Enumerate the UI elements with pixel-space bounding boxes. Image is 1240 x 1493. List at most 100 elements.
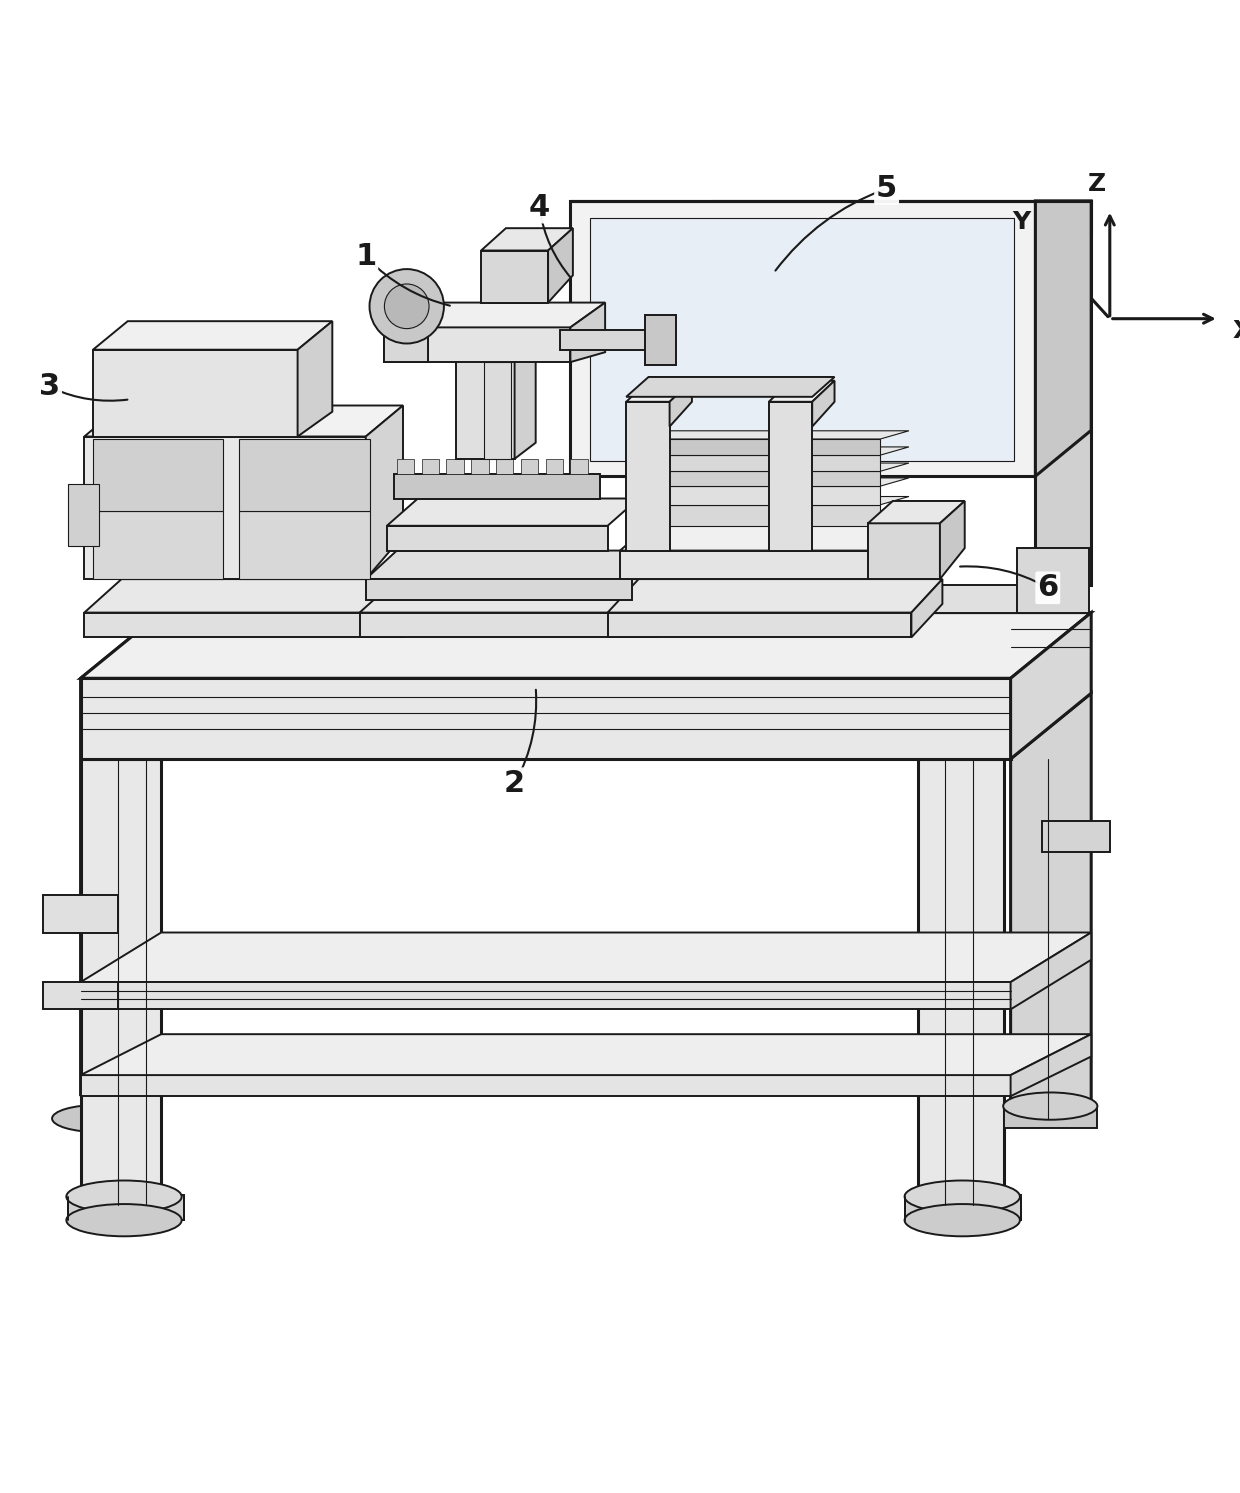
Polygon shape bbox=[570, 303, 605, 363]
Polygon shape bbox=[635, 446, 909, 455]
Polygon shape bbox=[84, 579, 440, 612]
Polygon shape bbox=[81, 1075, 1011, 1096]
Polygon shape bbox=[239, 439, 370, 511]
Ellipse shape bbox=[52, 1105, 146, 1132]
Polygon shape bbox=[1035, 202, 1091, 585]
Polygon shape bbox=[620, 526, 928, 551]
Text: 6: 6 bbox=[1037, 573, 1059, 602]
Text: Z: Z bbox=[1089, 172, 1106, 196]
Polygon shape bbox=[43, 896, 118, 933]
Polygon shape bbox=[366, 551, 663, 579]
Polygon shape bbox=[626, 376, 835, 397]
Polygon shape bbox=[93, 349, 298, 436]
Polygon shape bbox=[81, 982, 1011, 1009]
Polygon shape bbox=[81, 1035, 1091, 1075]
Polygon shape bbox=[608, 612, 911, 638]
Polygon shape bbox=[397, 458, 414, 473]
Polygon shape bbox=[812, 381, 835, 427]
Polygon shape bbox=[868, 502, 965, 524]
Polygon shape bbox=[635, 439, 880, 455]
Polygon shape bbox=[481, 251, 548, 303]
Polygon shape bbox=[905, 1196, 1021, 1220]
Polygon shape bbox=[620, 551, 899, 579]
Polygon shape bbox=[546, 458, 563, 473]
Polygon shape bbox=[84, 612, 403, 638]
Polygon shape bbox=[713, 585, 1085, 612]
Polygon shape bbox=[481, 228, 573, 251]
Polygon shape bbox=[560, 330, 657, 349]
Polygon shape bbox=[43, 982, 118, 1009]
Polygon shape bbox=[769, 381, 835, 402]
Polygon shape bbox=[384, 288, 428, 363]
Polygon shape bbox=[626, 402, 670, 551]
Polygon shape bbox=[298, 321, 332, 436]
Polygon shape bbox=[384, 303, 605, 327]
Polygon shape bbox=[521, 458, 538, 473]
Polygon shape bbox=[81, 612, 161, 1094]
Text: X: X bbox=[1233, 320, 1240, 343]
Polygon shape bbox=[81, 758, 161, 1205]
Polygon shape bbox=[81, 933, 1091, 982]
Polygon shape bbox=[1004, 1106, 1097, 1129]
Polygon shape bbox=[515, 322, 536, 458]
Polygon shape bbox=[1011, 693, 1091, 1118]
Polygon shape bbox=[635, 431, 909, 439]
Polygon shape bbox=[657, 579, 694, 638]
Polygon shape bbox=[590, 218, 1014, 461]
Polygon shape bbox=[1011, 1035, 1091, 1096]
Polygon shape bbox=[384, 327, 570, 363]
Polygon shape bbox=[911, 579, 942, 638]
Polygon shape bbox=[635, 478, 909, 487]
Polygon shape bbox=[93, 439, 223, 511]
Text: 1: 1 bbox=[355, 242, 377, 272]
Polygon shape bbox=[1011, 933, 1091, 1009]
Polygon shape bbox=[422, 458, 439, 473]
Polygon shape bbox=[446, 458, 464, 473]
Ellipse shape bbox=[905, 1181, 1019, 1212]
Polygon shape bbox=[471, 458, 489, 473]
Polygon shape bbox=[68, 1196, 184, 1220]
Polygon shape bbox=[548, 228, 573, 303]
Polygon shape bbox=[81, 612, 1091, 678]
Polygon shape bbox=[769, 402, 812, 551]
Polygon shape bbox=[84, 436, 366, 579]
Polygon shape bbox=[1035, 202, 1091, 476]
Polygon shape bbox=[403, 579, 440, 638]
Polygon shape bbox=[1011, 612, 1091, 758]
Polygon shape bbox=[670, 381, 692, 427]
Polygon shape bbox=[84, 406, 403, 436]
Polygon shape bbox=[1042, 821, 1110, 853]
Ellipse shape bbox=[67, 1203, 181, 1236]
Polygon shape bbox=[484, 363, 511, 458]
Polygon shape bbox=[635, 455, 880, 472]
Polygon shape bbox=[366, 579, 632, 600]
Polygon shape bbox=[360, 579, 694, 612]
Polygon shape bbox=[456, 322, 515, 458]
Text: 4: 4 bbox=[528, 193, 551, 221]
Polygon shape bbox=[93, 321, 332, 349]
Text: 2: 2 bbox=[503, 769, 526, 799]
Polygon shape bbox=[645, 315, 676, 364]
Polygon shape bbox=[496, 458, 513, 473]
Polygon shape bbox=[239, 511, 370, 579]
Text: 3: 3 bbox=[38, 372, 61, 402]
Text: Y: Y bbox=[1013, 211, 1030, 234]
Polygon shape bbox=[384, 290, 428, 363]
Ellipse shape bbox=[67, 1181, 181, 1212]
Polygon shape bbox=[1017, 548, 1089, 612]
Circle shape bbox=[370, 269, 444, 343]
Polygon shape bbox=[68, 484, 99, 545]
Polygon shape bbox=[387, 526, 608, 551]
Polygon shape bbox=[366, 406, 403, 579]
Polygon shape bbox=[940, 502, 965, 579]
Polygon shape bbox=[93, 511, 223, 579]
Polygon shape bbox=[360, 612, 657, 638]
Polygon shape bbox=[570, 202, 1035, 476]
Polygon shape bbox=[570, 458, 588, 473]
Polygon shape bbox=[868, 524, 940, 579]
Ellipse shape bbox=[1003, 1093, 1097, 1120]
Polygon shape bbox=[394, 473, 600, 499]
Polygon shape bbox=[918, 758, 1004, 1205]
Polygon shape bbox=[713, 202, 1091, 231]
Polygon shape bbox=[635, 472, 880, 487]
